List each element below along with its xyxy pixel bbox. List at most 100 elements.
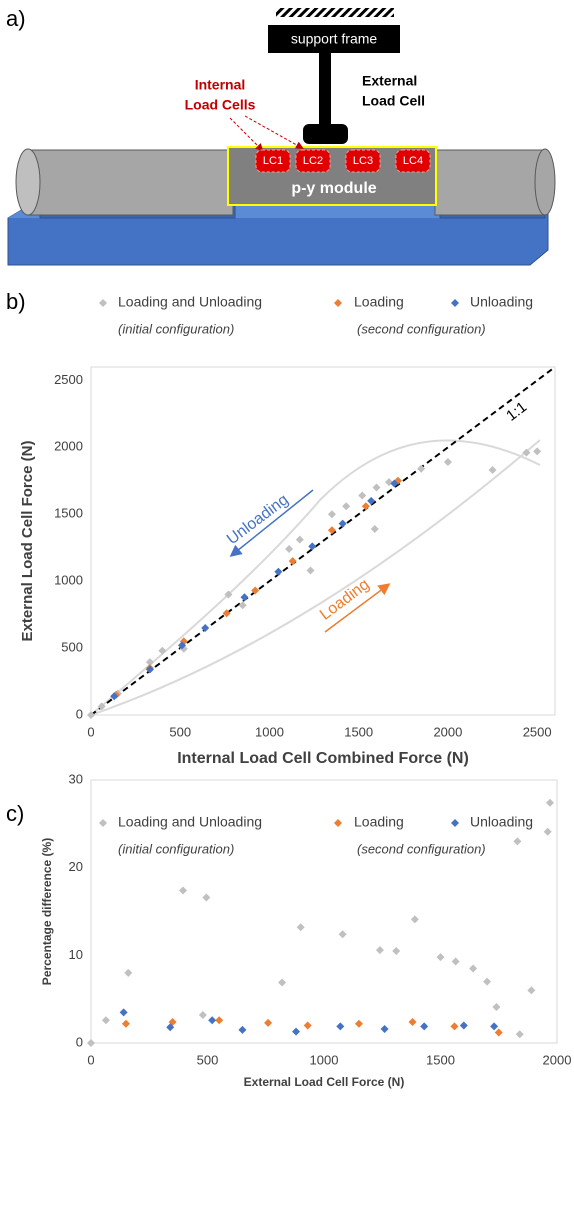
point xyxy=(390,479,399,488)
external-load-cell-label: External xyxy=(362,73,417,89)
unloading-arrow xyxy=(229,489,314,557)
point xyxy=(338,930,347,939)
point xyxy=(380,1024,389,1033)
legend-label: Unloading xyxy=(470,814,533,830)
y-tick-label: 0 xyxy=(76,706,83,721)
pointer xyxy=(244,115,304,149)
point xyxy=(513,837,522,846)
legend-marker xyxy=(451,299,459,307)
point xyxy=(385,478,394,487)
point xyxy=(375,946,384,955)
fit-curves xyxy=(90,439,541,716)
load-cell-label: LC1 xyxy=(263,155,283,167)
fit-curve xyxy=(90,439,541,716)
load-cell xyxy=(345,149,381,173)
point xyxy=(469,964,478,973)
x-tick-label: 1000 xyxy=(310,1052,339,1067)
point xyxy=(492,1003,501,1012)
point xyxy=(483,977,492,986)
y-tick-label: 1500 xyxy=(54,506,83,521)
point xyxy=(450,1022,459,1031)
point xyxy=(208,1016,217,1025)
point xyxy=(358,491,367,500)
point xyxy=(145,658,154,667)
point xyxy=(327,526,336,535)
legend-note: (second configuration) xyxy=(357,841,486,856)
point xyxy=(354,1019,363,1028)
point xyxy=(370,524,379,533)
point xyxy=(101,1016,110,1025)
point xyxy=(372,483,381,492)
point xyxy=(451,957,460,966)
load-cell xyxy=(255,149,291,173)
external-load-cell xyxy=(303,124,348,144)
x-axis-title: Internal Load Cell Combined Force (N) xyxy=(177,750,469,767)
left-pile xyxy=(27,149,234,216)
right-pile xyxy=(434,149,546,216)
point xyxy=(527,986,536,995)
point xyxy=(292,1027,301,1036)
point xyxy=(240,593,249,602)
point xyxy=(198,1010,207,1019)
point xyxy=(522,448,531,457)
panel-label: a) xyxy=(6,6,26,31)
legend-marker xyxy=(451,819,459,827)
legend-label: Loading xyxy=(354,814,404,830)
point xyxy=(361,502,370,511)
left-pile-end xyxy=(15,148,41,216)
y-tick-label: 10 xyxy=(69,947,83,962)
load-cell-label: LC4 xyxy=(403,155,423,167)
x-tick-label: 2000 xyxy=(543,1052,572,1067)
point xyxy=(417,464,426,473)
plot-area xyxy=(90,779,558,1044)
point xyxy=(296,923,305,932)
point xyxy=(179,886,188,895)
legend-note: (initial configuration) xyxy=(118,841,234,856)
load-cell-label: LC2 xyxy=(303,155,323,167)
support-frame-label: support frame xyxy=(291,31,378,47)
loading-arrow xyxy=(324,583,391,633)
x-tick-label: 0 xyxy=(87,1052,94,1067)
x-tick-label: 1500 xyxy=(344,724,373,739)
load-cell-label: LC3 xyxy=(353,155,373,167)
x-tick-label: 500 xyxy=(197,1052,219,1067)
external-load-cell-label: Load Cell xyxy=(362,93,425,109)
point xyxy=(145,665,154,674)
point xyxy=(238,601,247,610)
legend-note: (second configuration) xyxy=(357,321,486,336)
point xyxy=(327,510,336,519)
point xyxy=(295,535,304,544)
point xyxy=(158,646,167,655)
x-tick-label: 2000 xyxy=(433,724,462,739)
x-axis-title: External Load Cell Force (N) xyxy=(244,1075,405,1089)
internal-load-cells-label: Load Cells xyxy=(185,97,256,113)
point xyxy=(494,1028,503,1037)
point xyxy=(97,702,106,711)
diagram: a) support frame External Load Cell Inte… xyxy=(6,6,556,266)
y-tick-label: 2000 xyxy=(54,439,83,454)
legend-marker xyxy=(99,299,107,307)
point xyxy=(251,586,260,595)
point xyxy=(392,946,401,955)
plot-area xyxy=(90,366,556,716)
point xyxy=(488,466,497,475)
point xyxy=(338,519,347,528)
point xyxy=(308,542,317,551)
point xyxy=(121,1019,130,1028)
point xyxy=(110,692,119,701)
frame-post xyxy=(319,53,331,125)
panel-label: b) xyxy=(6,289,26,314)
x-tick-label: 1000 xyxy=(255,724,284,739)
point xyxy=(490,1022,499,1031)
point xyxy=(306,566,315,575)
point xyxy=(543,827,552,836)
x-tick-label: 500 xyxy=(169,724,191,739)
point xyxy=(222,609,231,618)
point xyxy=(278,978,287,987)
point xyxy=(178,641,187,650)
point xyxy=(87,711,95,719)
point xyxy=(119,1008,128,1017)
point xyxy=(264,1018,273,1027)
y-tick-label: 1000 xyxy=(54,573,83,588)
point xyxy=(546,798,555,807)
